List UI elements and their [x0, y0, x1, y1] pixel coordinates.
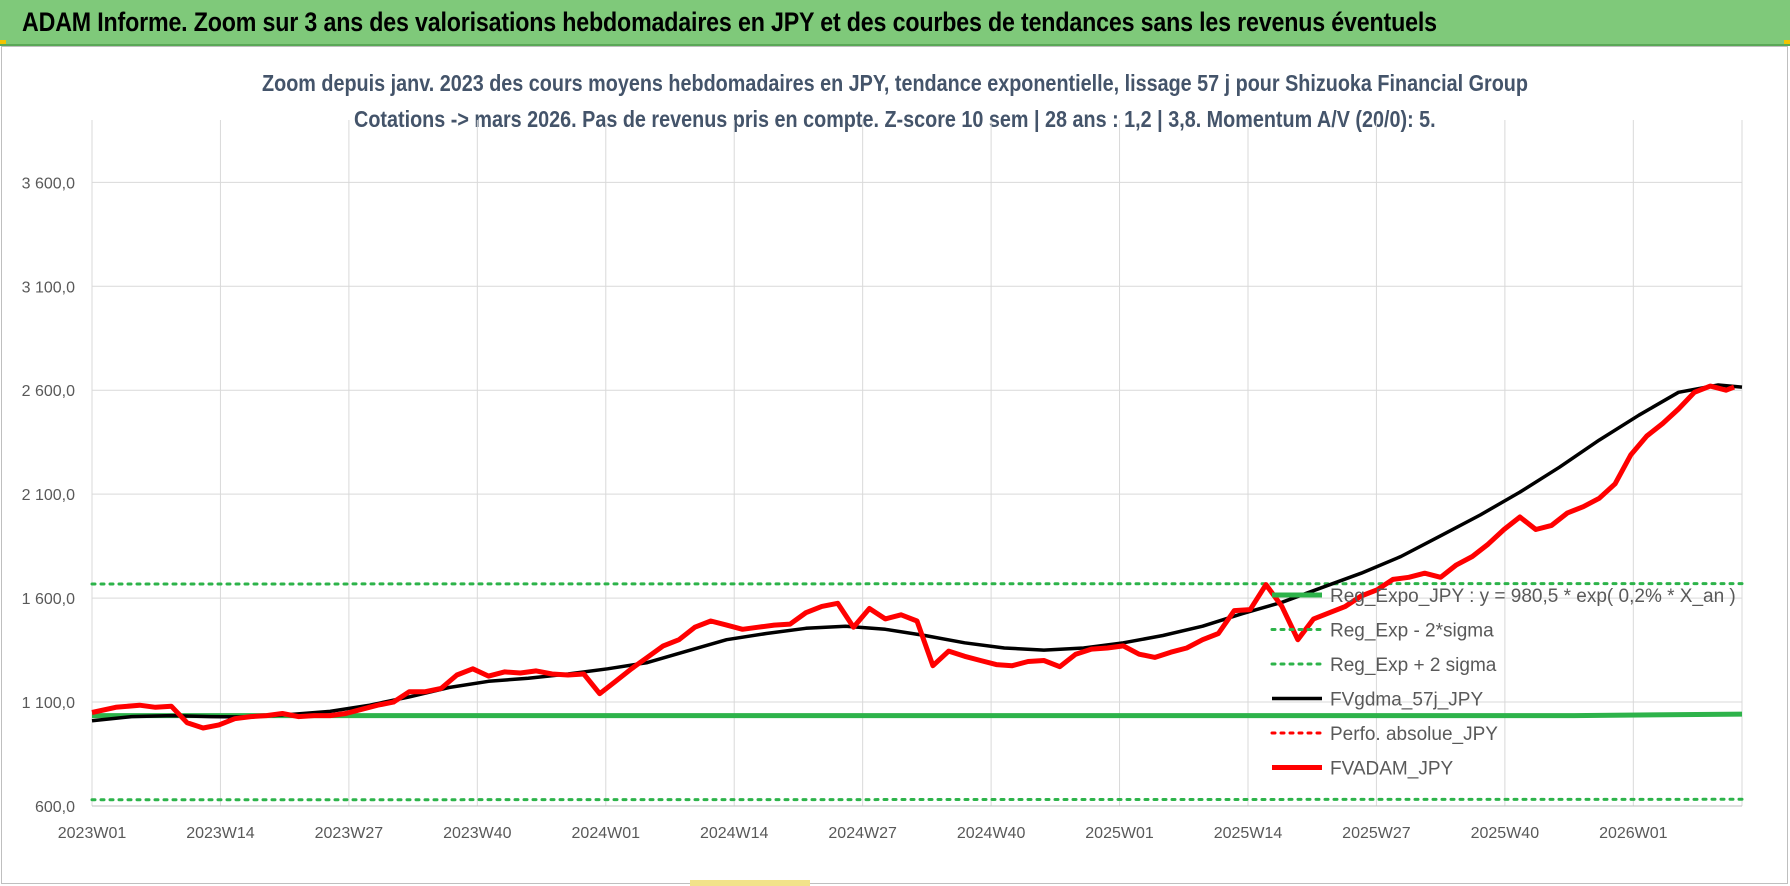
- chart-title-line2: Cotations -> mars 2026. Pas de revenus p…: [354, 106, 1436, 132]
- x-tick-label: 2024W01: [572, 825, 641, 842]
- x-tick-label: 2024W14: [700, 825, 769, 842]
- series-line: [91, 383, 1736, 731]
- report-banner: ADAM Informe. Zoom sur 3 ans des valoris…: [0, 0, 1790, 46]
- x-tick-label: 2024W27: [828, 825, 897, 842]
- x-tick-label: 2023W27: [315, 825, 384, 842]
- y-tick-label: 3 600,0: [22, 175, 75, 192]
- y-tick-label: 1 600,0: [22, 591, 75, 608]
- chart-title-line1: Zoom depuis janv. 2023 des cours moyens …: [262, 70, 1528, 96]
- legend-label: Perfo. absolue_JPY: [1330, 724, 1498, 745]
- legend-label: Reg_Expo_JPY : y = 980,5 * exp( 0,2% * X…: [1330, 586, 1736, 607]
- x-tick-label: 2026W01: [1599, 825, 1668, 842]
- legend-label: FVgdma_57j_JPY: [1330, 690, 1483, 711]
- corner-mark-right: [1784, 40, 1790, 44]
- x-tick-label: 2023W40: [443, 825, 512, 842]
- scroll-marker: [690, 880, 810, 886]
- chart-frame: [1, 46, 1788, 884]
- legend-label: Reg_Exp + 2 sigma: [1330, 655, 1497, 676]
- x-tick-label: 2025W40: [1471, 825, 1540, 842]
- legend-label: FVADAM_JPY: [1330, 759, 1454, 780]
- x-tick-label: 2025W01: [1085, 825, 1154, 842]
- y-tick-label: 1 100,0: [22, 695, 75, 712]
- y-tick-label: 600,0: [35, 799, 75, 816]
- x-tick-label: 2025W14: [1214, 825, 1283, 842]
- x-tick-label: 2024W40: [957, 825, 1026, 842]
- x-tick-label: 2025W27: [1342, 825, 1411, 842]
- x-tick-label: 2023W01: [58, 825, 127, 842]
- series-line: [92, 711, 1743, 719]
- series-line: [90, 797, 1744, 802]
- corner-mark-left: [0, 40, 6, 44]
- report-title: ADAM Informe. Zoom sur 3 ans des valoris…: [22, 7, 1437, 37]
- x-tick-label: 2023W14: [186, 825, 255, 842]
- y-tick-label: 2 100,0: [22, 487, 75, 504]
- y-tick-label: 3 100,0: [22, 279, 75, 296]
- y-tick-label: 2 600,0: [22, 383, 75, 400]
- legend-label: Reg_Exp - 2*sigma: [1330, 621, 1494, 642]
